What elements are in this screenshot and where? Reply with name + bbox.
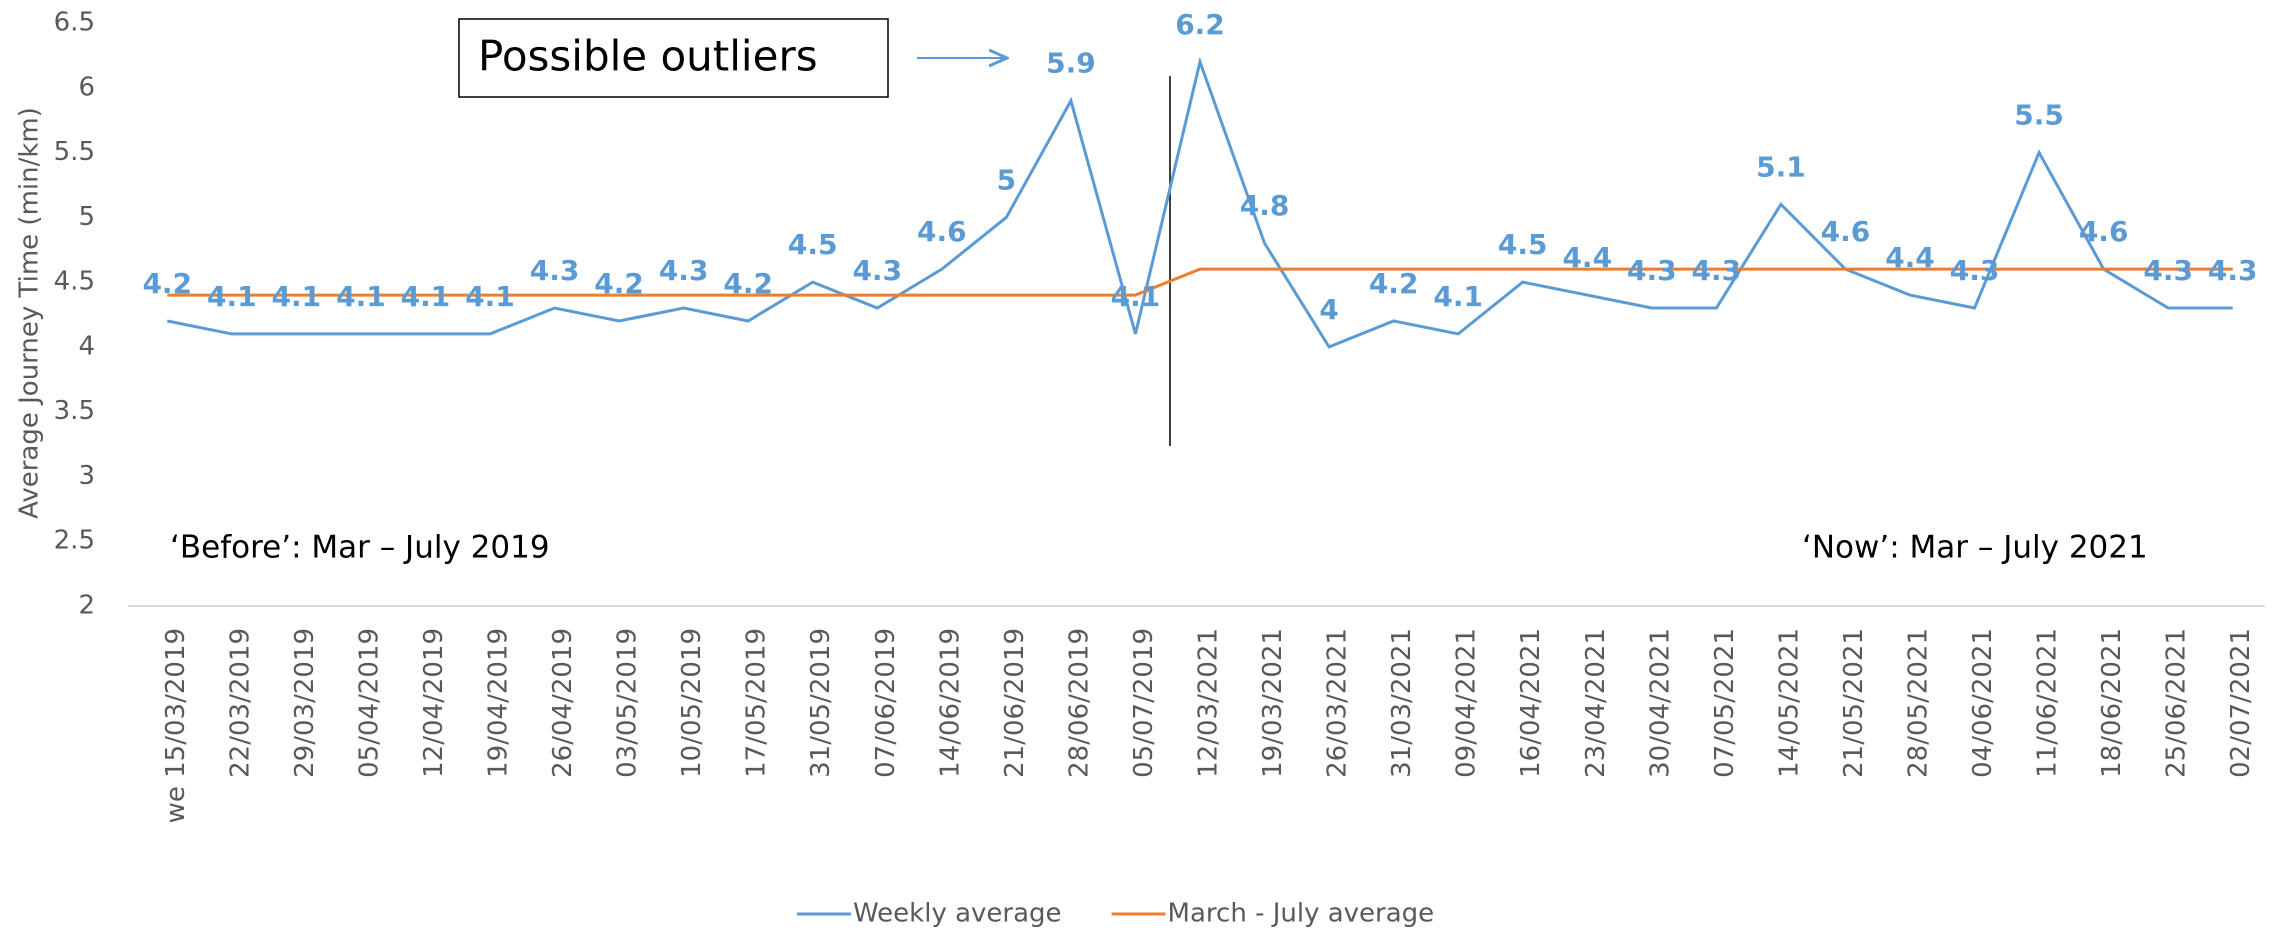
data-label: 4.5 — [788, 228, 838, 261]
legend-label: March - July average — [1168, 899, 1435, 929]
x-tick-label: 28/05/2021 — [1904, 628, 1934, 778]
x-tick-label: 18/06/2021 — [2097, 628, 2127, 778]
data-label: 4 — [1319, 293, 1338, 326]
x-tick-label: we 15/03/2019 — [161, 628, 191, 823]
x-tick-label: 07/05/2021 — [1710, 628, 1740, 778]
y-tick-label: 2.5 — [54, 526, 95, 556]
x-tick-label: 05/04/2019 — [354, 628, 384, 778]
x-tick-label: 21/05/2021 — [1839, 628, 1869, 778]
x-tick-label: 21/06/2019 — [1000, 628, 1030, 778]
x-tick-label: 05/07/2019 — [1129, 628, 1159, 778]
x-tick-label: 31/05/2019 — [806, 628, 836, 778]
data-label: 4.6 — [2079, 215, 2129, 248]
x-tick-label: 19/03/2021 — [1258, 628, 1288, 778]
series-line — [166, 56, 2233, 349]
data-label: 4.1 — [401, 280, 451, 313]
data-label: 4.3 — [1950, 254, 2000, 287]
data-label: 4.1 — [465, 280, 515, 313]
y-tick-label: 6.5 — [54, 8, 95, 38]
x-tick-label: 10/05/2019 — [677, 628, 707, 778]
data-label: 5 — [997, 163, 1016, 196]
data-label: 4.6 — [1821, 215, 1871, 248]
x-tick-label: 26/03/2021 — [1323, 628, 1353, 778]
data-label: 4.1 — [207, 280, 257, 313]
data-label: 4.2 — [594, 267, 644, 300]
x-tick-label: 14/06/2019 — [935, 628, 965, 778]
x-tick-label: 17/05/2019 — [742, 628, 772, 778]
y-tick-label: 2 — [78, 591, 95, 621]
y-tick-label: 5.5 — [54, 137, 95, 167]
x-tick-label: 11/06/2021 — [2033, 628, 2063, 778]
x-tick-label: 07/06/2019 — [871, 628, 901, 778]
data-label: 4.4 — [1562, 241, 1612, 274]
x-tick-label: 19/04/2019 — [484, 628, 514, 778]
data-label: 4.2 — [723, 267, 773, 300]
x-tick-label: 23/04/2021 — [1581, 628, 1611, 778]
annotation: ‘Now’: Mar – July 2021 — [1802, 530, 2148, 566]
data-label: 4.3 — [1627, 254, 1677, 287]
data-label: 4.3 — [659, 254, 709, 287]
y-tick-label: 5 — [78, 202, 95, 232]
data-label: 4.5 — [1498, 228, 1548, 261]
data-label: 4.6 — [917, 215, 967, 248]
x-tick-label: 31/03/2021 — [1387, 628, 1417, 778]
annotation: ‘Before’: Mar – July 2019 — [170, 530, 550, 566]
x-tick-label: 04/06/2021 — [1968, 628, 1998, 778]
data-label: 4.3 — [2143, 254, 2193, 287]
y-axis-title: Average Journey Time (min/km) — [15, 107, 45, 519]
y-tick-label: 4.5 — [54, 267, 95, 297]
x-tick-label: 03/05/2019 — [613, 628, 643, 778]
data-label: 4.1 — [336, 280, 386, 313]
x-tick-label: 02/07/2021 — [2226, 628, 2256, 778]
data-label: 5.5 — [2014, 99, 2064, 132]
x-tick-label: 28/06/2019 — [1064, 628, 1094, 778]
data-label: 4.1 — [1111, 280, 1161, 313]
x-tick-label: 09/04/2021 — [1452, 628, 1482, 778]
data-label: 4.3 — [852, 254, 902, 287]
data-label: 4.3 — [2208, 254, 2258, 287]
legend-label: Weekly average — [853, 899, 1062, 929]
annotation: Possible outliers — [478, 32, 818, 81]
x-tick-label: 30/04/2021 — [1645, 628, 1675, 778]
series-line — [167, 267, 2233, 297]
data-label: 4.8 — [1240, 189, 1290, 222]
x-tick-label: 12/03/2021 — [1194, 628, 1224, 778]
x-tick-label: 12/04/2019 — [419, 628, 449, 778]
y-tick-label: 6 — [78, 72, 95, 102]
annotation-box — [458, 18, 889, 98]
y-tick-label: 3.5 — [54, 396, 95, 426]
data-label: 4.2 — [142, 267, 192, 300]
data-label: 4.1 — [272, 280, 322, 313]
x-tick-label: 22/03/2019 — [225, 628, 255, 778]
x-tick-label: 14/05/2021 — [1774, 628, 1804, 778]
x-tick-label: 26/04/2019 — [548, 628, 578, 778]
x-tick-label: 16/04/2021 — [1516, 628, 1546, 778]
data-label: 5.1 — [1756, 150, 1806, 183]
x-tick-label: 25/06/2021 — [2162, 628, 2192, 778]
data-label: 4.4 — [1885, 241, 1935, 274]
y-tick-label: 4 — [78, 331, 95, 361]
data-label: 4.2 — [1369, 267, 1419, 300]
data-label: 6.2 — [1175, 8, 1225, 41]
data-label: 4.3 — [530, 254, 580, 287]
x-tick-label: 29/03/2019 — [290, 628, 320, 778]
data-label: 4.1 — [1433, 280, 1483, 313]
data-label: 5.9 — [1046, 47, 1096, 80]
data-label: 4.3 — [1692, 254, 1742, 287]
y-tick-label: 3 — [78, 461, 95, 491]
